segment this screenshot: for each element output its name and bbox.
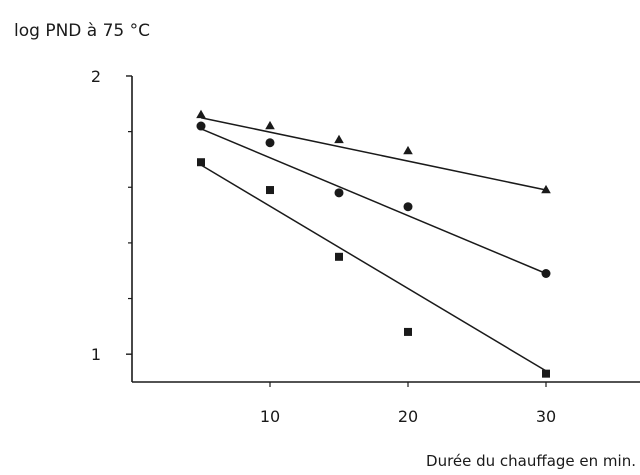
triangle-point [265,120,275,130]
circle-point [196,121,206,131]
axes [126,75,640,387]
triangle-point [334,134,344,144]
y-tick-label: 2 [91,67,101,86]
y-tick-label: 1 [91,345,101,364]
triangle-point [541,184,551,194]
x-tick-label: 20 [398,407,418,426]
circle-point [334,188,344,198]
square-point [404,327,412,336]
x-axis-label: Durée du chauffage en min. [426,452,636,470]
y-axis-label: log PND à 75 °C [14,21,150,41]
square-point [197,158,205,167]
x-tick-label: 10 [260,407,280,426]
circle-fit-line [200,128,547,275]
square-point [335,252,343,261]
fit-lines [200,116,547,372]
x-tick-label: 30 [536,407,556,426]
triangle-point [196,109,206,119]
triangle-point [403,145,413,155]
circle-point [265,138,275,148]
tick-labels: 10 20 30 1 2 [91,67,556,426]
triangle-fit-line [200,116,547,191]
square-fit-line [200,164,547,372]
square-point [542,369,550,378]
circle-point [403,202,413,212]
square-point [266,186,274,195]
circle-point [541,269,551,279]
data-markers [196,109,551,378]
